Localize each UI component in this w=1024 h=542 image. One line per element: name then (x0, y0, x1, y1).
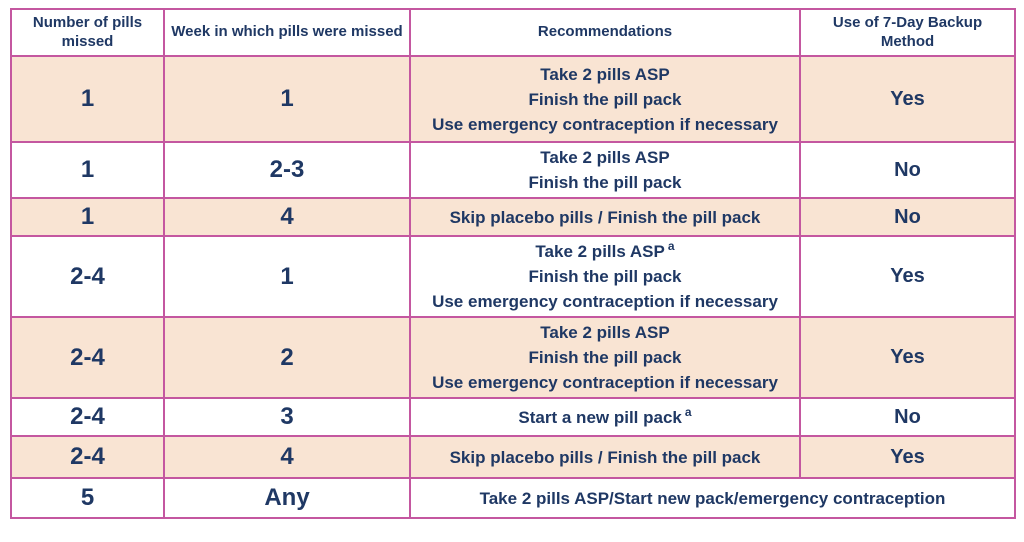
recommendations-cell: Start a new pill pack a (409, 397, 801, 437)
recommendation-line: Skip placebo pills / Finish the pill pac… (449, 207, 761, 227)
recommendation-line: Skip placebo pills / Finish the pill pac… (449, 447, 761, 467)
recommendations-cell: Take 2 pills ASP Finish the pill pack (409, 141, 801, 199)
backup-cell: No (799, 197, 1016, 237)
recommendations-cell: Take 2 pills ASP a Finish the pill pack U… (409, 235, 801, 318)
table-row-6: 2-4 3 Start a new pill pack a No (10, 397, 1016, 437)
recommendation-line: Take 2 pills ASP (540, 64, 670, 84)
table-row-8: 5 Any Take 2 pills ASP/Start new pack/em… (10, 477, 1016, 519)
pills-missed-cell: 2-4 (10, 435, 165, 479)
week-cell: 4 (163, 197, 411, 237)
recommendation-line: Finish the pill pack (528, 348, 682, 367)
recommendation-line: Take 2 pills ASP (540, 323, 670, 342)
header-pills-missed: Number of pills missed (10, 8, 165, 57)
recommendations-cell-merged: Take 2 pills ASP/Start new pack/emergenc… (409, 477, 1016, 519)
recommendation-line: Finish the pill pack (528, 89, 682, 109)
table-row-3: 1 4 Skip placebo pills / Finish the pill… (10, 197, 1016, 237)
recommendations-cell: Take 2 pills ASP Finish the pill pack Us… (409, 316, 801, 399)
footnote-marker: a (684, 404, 692, 419)
week-cell: 2-3 (163, 141, 411, 199)
backup-cell: Yes (799, 55, 1016, 143)
pills-missed-cell: 1 (10, 141, 165, 199)
table-row-5: 2-4 2 Take 2 pills ASP Finish the pill p… (10, 316, 1016, 399)
missed-pills-table: Number of pills missed Week in which pil… (10, 8, 1016, 519)
table-row-2: 1 2-3 Take 2 pills ASP Finish the pill p… (10, 141, 1016, 199)
backup-cell: Yes (799, 316, 1016, 399)
week-cell: 1 (163, 235, 411, 318)
week-cell: 4 (163, 435, 411, 479)
recommendations-cell: Skip placebo pills / Finish the pill pac… (409, 197, 801, 237)
recommendation-line: Start a new pill pack a (417, 405, 793, 430)
table-row-4: 2-4 1 Take 2 pills ASP a Finish the pill … (10, 235, 1016, 318)
recommendation-text: Start a new pill pack (518, 407, 682, 427)
recommendation-line: Use emergency contraception if necessary (432, 114, 778, 134)
header-row: Number of pills missed Week in which pil… (10, 8, 1016, 57)
recommendations-cell: Take 2 pills ASP Finish the pill pack Us… (409, 55, 801, 143)
week-cell: Any (163, 477, 411, 519)
backup-cell: Yes (799, 435, 1016, 479)
recommendation-line: Take 2 pills ASP/Start new pack/emergenc… (479, 488, 946, 508)
recommendation-line: Finish the pill pack (528, 267, 682, 286)
recommendation-line: Use emergency contraception if necessary (432, 292, 778, 311)
table-row-7: 2-4 4 Skip placebo pills / Finish the pi… (10, 435, 1016, 479)
week-cell: 2 (163, 316, 411, 399)
footnote-marker: a (667, 239, 675, 254)
header-week-missed: Week in which pills were missed (163, 8, 411, 57)
recommendation-line: Take 2 pills ASP (540, 148, 670, 167)
week-cell: 3 (163, 397, 411, 437)
pills-missed-cell: 2-4 (10, 235, 165, 318)
week-cell: 1 (163, 55, 411, 143)
table-row-1: 1 1 Take 2 pills ASP Finish the pill pac… (10, 55, 1016, 143)
pills-missed-cell: 5 (10, 477, 165, 519)
backup-cell: Yes (799, 235, 1016, 318)
recommendation-line: Take 2 pills ASP a (417, 239, 793, 264)
recommendation-text: Take 2 pills ASP (535, 242, 665, 261)
pills-missed-cell: 1 (10, 197, 165, 237)
pills-missed-cell: 2-4 (10, 316, 165, 399)
pills-missed-cell: 2-4 (10, 397, 165, 437)
recommendation-line: Finish the pill pack (528, 173, 682, 192)
backup-cell: No (799, 397, 1016, 437)
pills-missed-cell: 1 (10, 55, 165, 143)
header-backup-method: Use of 7-Day Backup Method (799, 8, 1016, 57)
backup-cell: No (799, 141, 1016, 199)
recommendation-line: Use emergency contraception if necessary (432, 373, 778, 392)
header-recommendations: Recommendations (409, 8, 801, 57)
recommendations-cell: Skip placebo pills / Finish the pill pac… (409, 435, 801, 479)
